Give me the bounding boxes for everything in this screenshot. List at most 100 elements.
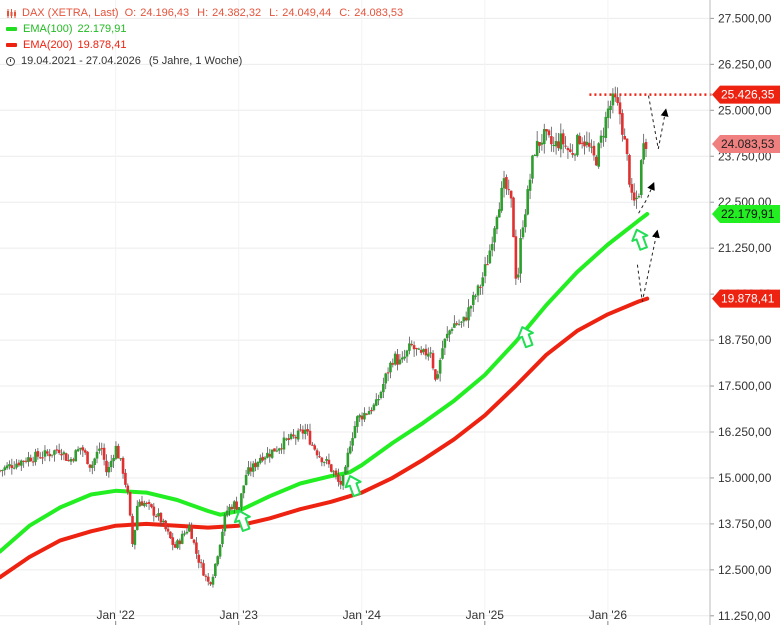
candle-body [79,447,82,450]
candle-body [474,295,477,297]
candle-body [112,458,115,462]
candle-body [524,214,527,228]
candle-body [60,453,63,456]
candle-body [599,135,603,143]
candle-body [351,438,354,446]
y-tick-label: 25.000,00 [718,103,772,117]
support-arrow [516,326,534,349]
candle-body [568,149,572,152]
price-tag-last: 24.083,53 [712,134,780,153]
y-tick-label: 16.250,00 [718,425,772,439]
candle-body [469,305,473,309]
candle-body [391,363,395,365]
candle-body [353,426,357,438]
support-arrow-shape [516,326,534,349]
candle-body [367,411,371,415]
high-label: H: [197,7,209,19]
candle-body [86,451,89,465]
candle-body [462,316,466,322]
price-tag-label: 24.083,53 [721,137,775,151]
candle-body [268,453,272,457]
candle-body [235,501,238,510]
candle-body [642,143,645,160]
y-tick-label: 21.250,00 [718,241,772,255]
support-arrow-shape [631,228,649,251]
candle-body [592,145,596,156]
price-tag-resistance: 25.426,35 [712,85,780,104]
candle-body [12,467,16,469]
price-tag-bg [712,289,780,308]
candle-body [204,575,208,577]
candle-body [400,357,404,360]
x-tick-label: Jan '26 [589,608,628,622]
price-tag-ema200: 19.878,41 [712,289,780,308]
candle-body [637,196,641,198]
candle-body [5,465,9,469]
ema200-line [0,296,650,580]
candle-body [185,531,189,534]
candle-body [386,372,390,374]
candle-body [242,485,246,494]
candle-body [121,457,125,474]
candle-body [29,457,33,462]
candle-body [43,450,47,457]
candle-body [199,562,203,564]
candlestick-icon [7,8,16,18]
candle-body [410,344,414,346]
candle-body [209,582,212,585]
candle-body [445,333,449,339]
ema100-value: 22.179,91 [77,23,127,35]
candle-body [571,153,574,155]
x-tick-label: Jan '22 [97,608,136,622]
candle-body [606,108,610,119]
candle-body [360,415,364,420]
candle-body [337,474,340,482]
low-label: L: [269,7,279,19]
open-value: 24.196,43 [140,7,190,19]
candle-body [621,113,624,135]
candle-body [450,328,454,331]
y-tick-label: 13.750,00 [718,517,772,531]
candle-body [559,133,563,150]
candle-body [495,216,499,230]
candle-body [405,350,409,357]
candle-body [455,323,459,325]
candle-body [441,348,444,359]
candle-body [249,467,253,472]
candle-body [19,460,23,466]
legend-main: DAX (XETRA, Last) O: 24.196,43 H: 24.382… [6,5,403,21]
candle-body [587,142,591,147]
candle-body [315,450,319,456]
candle-body [618,102,622,115]
candle-body [483,264,487,277]
candle-body [507,189,511,191]
candle-body [69,458,73,462]
x-tick-label: Jan '24 [343,608,382,622]
candle-body [396,354,399,365]
candle-body [623,135,627,140]
candle-body [460,321,463,323]
candle-body [325,459,328,461]
candle-body [0,470,2,472]
candle-body [74,450,78,462]
candle-body [55,449,59,451]
candle-body [616,97,619,103]
candle-body [221,531,224,545]
close-label: C: [339,7,351,19]
candle-body [545,129,548,132]
candle-body [630,184,634,193]
candle-body [639,160,643,196]
candle-body [169,531,172,539]
candle-body [135,505,139,530]
support-arrow-shape [344,475,362,498]
candle-body [202,563,205,576]
candle-body [500,187,503,211]
candle-body [604,116,608,138]
candle-body [211,576,215,585]
candle-body [251,463,255,472]
candle-body [453,323,456,328]
candle-body [1,469,4,471]
candle-body [550,136,553,145]
candle-body [578,135,582,145]
candle-body [374,399,378,406]
